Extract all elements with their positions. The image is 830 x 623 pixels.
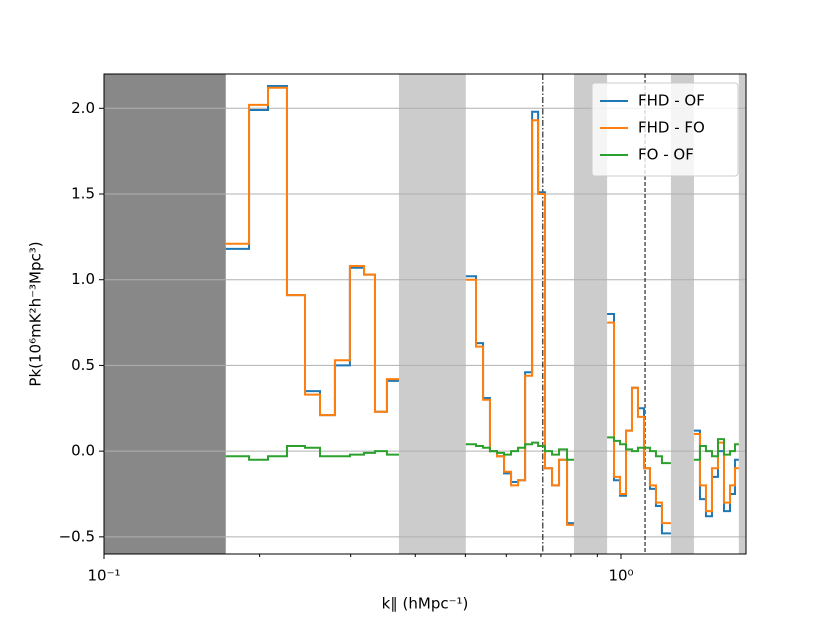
shaded-span [104, 74, 226, 554]
series-line [693, 438, 739, 461]
shaded-span [398, 74, 466, 554]
legend-box [591, 82, 739, 177]
plot-frame [103, 73, 747, 555]
shaded-span [738, 74, 746, 554]
y-tick-label: −0.5 [59, 527, 95, 545]
series-line [607, 321, 671, 525]
legend-label: FHD - OF [638, 92, 705, 110]
series-line [225, 445, 399, 461]
y-tick-label: 1.0 [71, 270, 95, 288]
legend-label: FHD - FO [638, 119, 705, 137]
series-line [465, 110, 574, 525]
series-line [225, 86, 399, 417]
series-line [465, 441, 574, 461]
y-tick-label: 1.5 [71, 185, 95, 203]
x-tick-label: 10⁰ [608, 567, 633, 585]
y-axis-label: Pk(10⁶mK²h⁻³Mpc³) [27, 241, 45, 386]
y-tick-label: 0.0 [71, 442, 95, 460]
series-line [607, 313, 671, 535]
series-line [607, 436, 671, 465]
y-tick-label: 0.5 [71, 356, 95, 374]
series-line [465, 119, 574, 526]
legend-label: FO - OF [638, 146, 694, 164]
y-tick-label: 2.0 [71, 99, 95, 117]
x-axis-label: k∥ (hMpc⁻¹) [382, 595, 469, 613]
x-tick-label: 10⁻¹ [87, 567, 120, 585]
